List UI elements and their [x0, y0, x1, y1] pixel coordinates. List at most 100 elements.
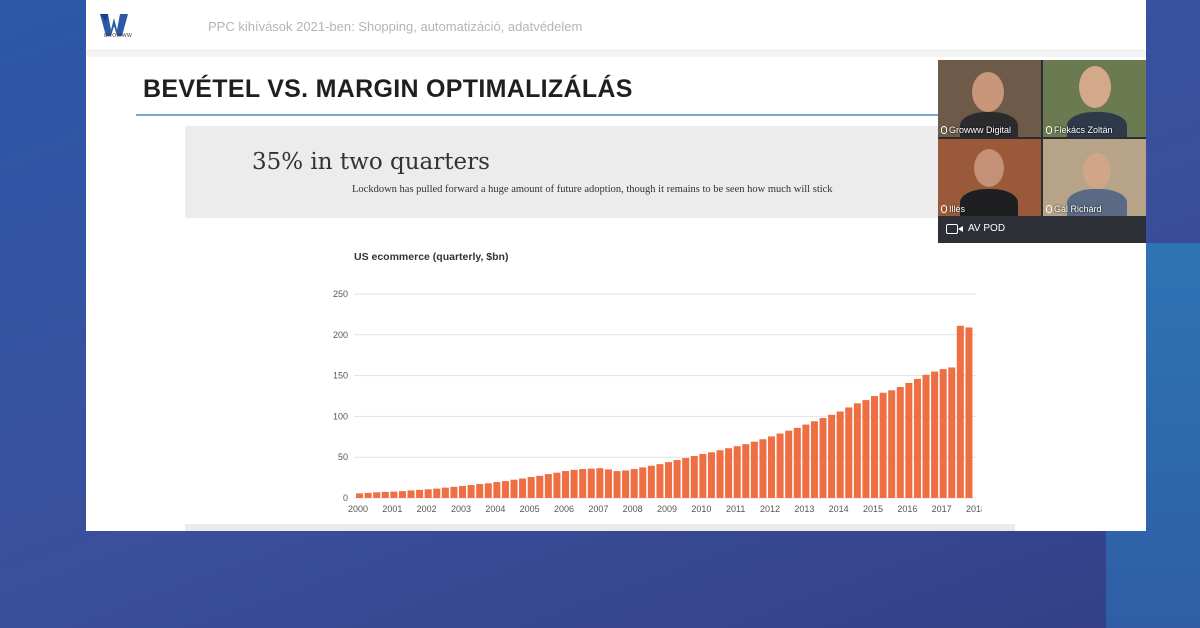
video-tile-growww-digital[interactable]: Growww Digital [938, 60, 1041, 137]
x-tick-label: 2006 [554, 504, 574, 514]
x-tick-label: 2013 [794, 504, 814, 514]
chart-bar [562, 471, 570, 498]
x-tick-label: 2002 [417, 504, 437, 514]
chart-bar [956, 325, 964, 498]
chart-bar [596, 468, 604, 498]
chart-bar [871, 396, 879, 498]
chart-bar [913, 378, 921, 498]
participant-name: Growww Digital [949, 125, 1012, 135]
chart-bar [604, 469, 612, 498]
chart-bar [905, 382, 913, 498]
chart-bar [356, 493, 364, 498]
chart-bar [742, 444, 750, 498]
video-tile-illes[interactable]: Illés [938, 139, 1041, 216]
slide-bottom-strip [185, 524, 1015, 531]
video-tile-gal-richard[interactable]: Gál Richárd [1043, 139, 1146, 216]
chart-bar [536, 475, 544, 498]
mic-icon [1046, 205, 1052, 213]
headline: 35% in two quarters [252, 149, 490, 175]
chart-bar [459, 485, 467, 498]
chart-bar [862, 400, 870, 498]
chart-bar [810, 421, 818, 498]
chart-bar [665, 462, 673, 498]
chart-bar [750, 441, 758, 498]
camera-icon[interactable] [946, 224, 963, 234]
chart-bar [768, 436, 776, 498]
participant-face [972, 72, 1004, 112]
y-tick-label: 100 [333, 411, 348, 421]
y-tick-label: 150 [333, 371, 348, 381]
participant-face [974, 149, 1004, 187]
chart-bar [424, 489, 432, 498]
y-tick-label: 0 [343, 493, 348, 503]
chart-bar [699, 453, 707, 498]
chart-bar [673, 460, 681, 498]
x-tick-label: 2010 [691, 504, 711, 514]
chart-bar [802, 424, 810, 498]
slide-title: BEVÉTEL VS. MARGIN OPTIMALIZÁLÁS [143, 75, 633, 103]
chart-bar [785, 430, 793, 498]
chart-bar [484, 483, 492, 498]
chart-bar [493, 482, 501, 498]
x-tick-label: 2011 [726, 504, 745, 514]
chart-bar [613, 471, 621, 498]
participant-name: Flekács Zoltán [1054, 125, 1113, 135]
chart-bar [896, 387, 904, 498]
x-tick-label: 2012 [760, 504, 780, 514]
x-tick-label: 2004 [485, 504, 505, 514]
x-tick-label: 2015 [863, 504, 883, 514]
y-tick-label: 250 [333, 289, 348, 299]
chart-bar [390, 491, 398, 498]
x-tick-label: 2014 [829, 504, 849, 514]
x-tick-label: 2009 [657, 504, 677, 514]
chart-bar [441, 487, 449, 498]
chart-bar [879, 392, 887, 498]
mic-icon [941, 126, 947, 134]
chart-bar [510, 479, 518, 498]
chart-bar [519, 478, 527, 498]
chart-bar [639, 467, 647, 498]
growww-logo-icon [100, 14, 128, 36]
participant-silhouette [960, 189, 1018, 216]
chart-bar [888, 390, 896, 498]
x-tick-label: 2000 [348, 504, 368, 514]
chart-bar [630, 469, 638, 498]
chart-bar [381, 491, 389, 498]
x-tick-label: 2016 [897, 504, 917, 514]
slide-divider [86, 51, 1146, 57]
chart-bar [853, 403, 861, 498]
y-tick-label: 200 [333, 330, 348, 340]
chart-bar [828, 414, 836, 498]
participant-face [1083, 153, 1111, 189]
mic-icon [1046, 126, 1052, 134]
participant-name: Illés [949, 204, 966, 214]
chart-bar [776, 433, 784, 498]
x-tick-label: 2003 [451, 504, 471, 514]
chart-bar [931, 371, 939, 498]
chart-bar [647, 465, 655, 498]
chart-bar [836, 411, 844, 498]
chart-bar [965, 327, 973, 498]
chart-bar [819, 418, 827, 498]
chart-bar [845, 407, 853, 498]
chart-bar [690, 455, 698, 498]
x-tick-label: 2018 [966, 504, 982, 514]
chart-bar [476, 484, 484, 498]
participant-silhouette [1067, 189, 1127, 216]
chart-bar [373, 492, 381, 498]
video-tile-flekacs-zoltan[interactable]: Flekács Zoltán [1043, 60, 1146, 137]
video-panel-footer: AV POD [938, 216, 1146, 243]
subheadline: Lockdown has pulled forward a huge amoun… [352, 184, 833, 195]
chart-bar [939, 369, 947, 498]
y-tick-label: 50 [338, 452, 348, 462]
x-tick-label: 2001 [382, 504, 402, 514]
chart-bar [622, 470, 630, 498]
chart-bar [948, 367, 956, 498]
chart-title: US ecommerce (quarterly, $bn) [354, 251, 509, 263]
document-title: PPC kihívások 2021-ben: Shopping, automa… [208, 19, 583, 34]
chart-bar [725, 448, 733, 498]
chart-bar [682, 458, 690, 498]
ecommerce-bar-chart: 0 50 100 150 200 250 2000 2001 2002 2003 2004 2005 2… [333, 289, 982, 514]
chart-bar [716, 450, 724, 498]
chart-bar [793, 427, 801, 498]
